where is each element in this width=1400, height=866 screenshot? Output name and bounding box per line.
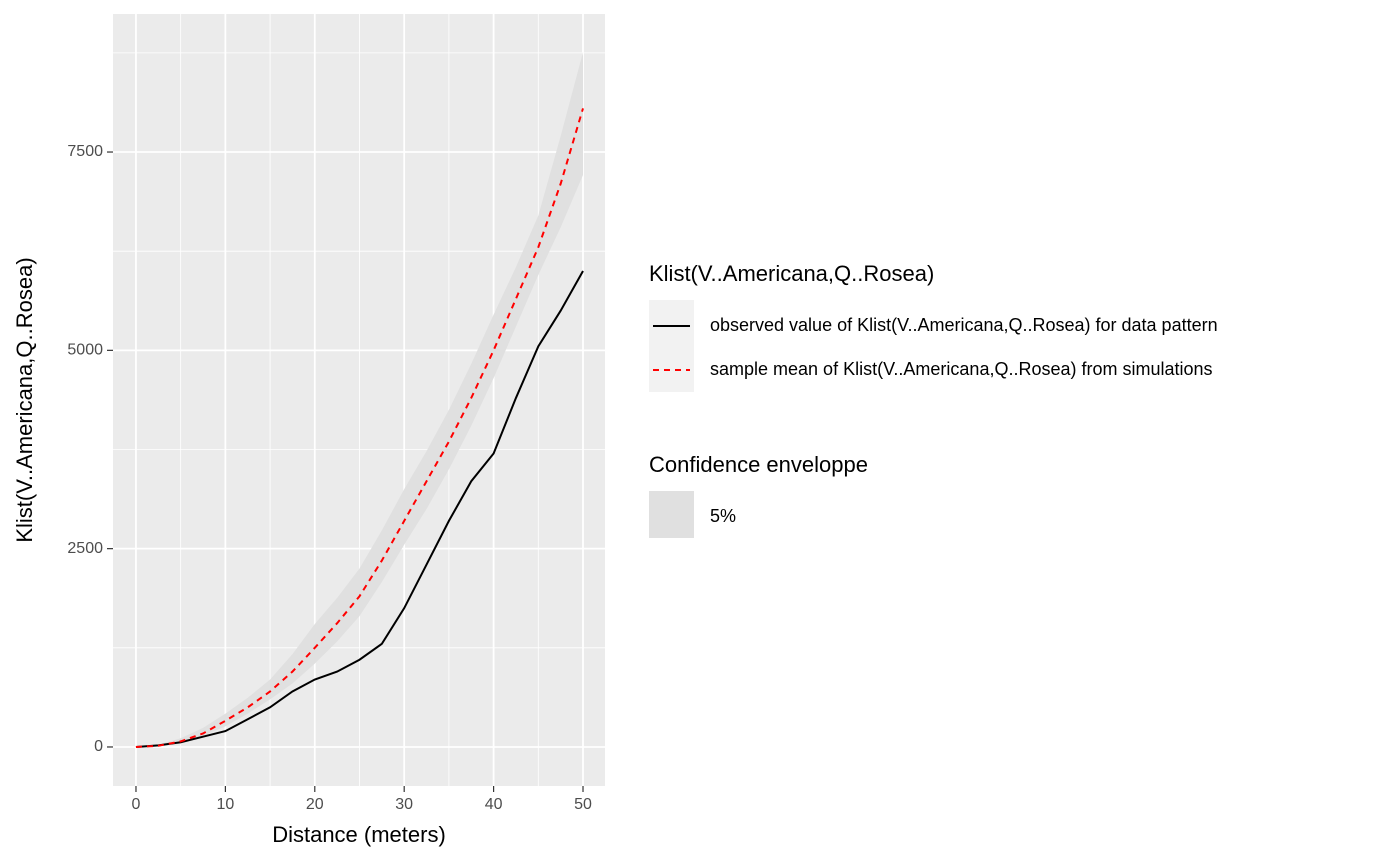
y-tick-label: 2500 (67, 540, 103, 557)
x-tick-label: 10 (216, 796, 234, 813)
legend-title: Confidence enveloppe (649, 452, 868, 477)
legend-key (649, 491, 694, 538)
legend-label: 5% (710, 506, 736, 526)
panel (113, 14, 605, 786)
y-axis-label: Klist(V..Americana,Q..Rosea) (12, 257, 37, 542)
x-tick-label: 50 (574, 796, 592, 813)
legend-label: sample mean of Klist(V..Americana,Q..Ros… (710, 359, 1213, 379)
confidence-envelope (135, 52, 584, 747)
x-tick-label: 40 (485, 796, 503, 813)
x-tick-label: 0 (132, 796, 141, 813)
legend-title: Klist(V..Americana,Q..Rosea) (649, 261, 934, 286)
y-tick-label: 5000 (67, 342, 103, 359)
series-line (135, 270, 584, 748)
legend-key-bg (649, 300, 694, 392)
x-axis-label: Distance (meters) (272, 822, 446, 847)
x-tick-label: 20 (306, 796, 324, 813)
legend-label: observed value of Klist(V..Americana,Q..… (710, 315, 1218, 335)
series-line (135, 108, 584, 748)
x-tick-label: 30 (395, 796, 413, 813)
y-tick-label: 0 (94, 738, 103, 755)
y-tick-label: 7500 (67, 143, 103, 160)
